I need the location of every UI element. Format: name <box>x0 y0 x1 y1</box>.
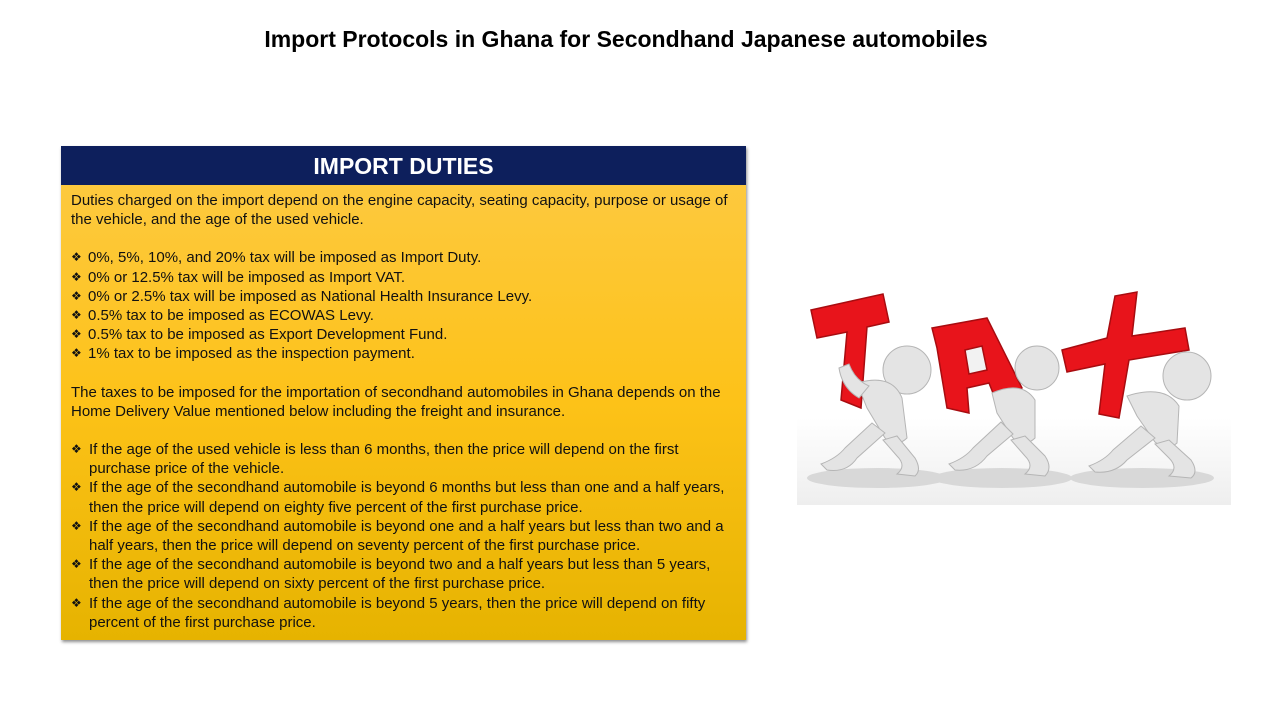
tax-figures-image <box>807 291 1214 488</box>
tax-illustration <box>797 288 1231 505</box>
intro-text: Duties charged on the import depend on t… <box>71 192 728 229</box>
panel-body: Duties charged on the import depend on t… <box>61 185 746 640</box>
diamond-bullet-icon: ❖ <box>71 269 82 284</box>
diamond-bullet-icon: ❖ <box>71 518 82 533</box>
list-item: ❖ If the age of the secondhand automobile… <box>71 594 706 631</box>
diamond-bullet-icon: ❖ <box>71 557 82 572</box>
letter-a-shape <box>931 317 1023 414</box>
panel-header: IMPORT DUTIES <box>61 146 746 185</box>
page-title: Import Protocols in Ghana for Secondhand… <box>264 26 988 52</box>
list-item: ❖ 0% or 12.5% tax will be imposed as Impo… <box>71 268 406 286</box>
list-item: ❖ 0.5% tax to be imposed as Export Develo… <box>71 326 448 344</box>
diamond-bullet-icon: ❖ <box>71 595 82 610</box>
list-item: ❖ If the age of the secondhand automobile… <box>71 479 725 516</box>
list-item: ❖ 1% tax to be imposed as the inspection … <box>71 345 415 363</box>
import-duties-panel: IMPORT DUTIES Duties charged on the impo… <box>61 146 746 640</box>
tax-list: ❖ 0%, 5%, 10%, and 20% tax will be impose… <box>71 248 738 363</box>
age-rules-list: ❖ If the age of the used vehicle is less … <box>71 440 738 632</box>
diamond-bullet-icon: ❖ <box>71 480 82 495</box>
list-item: ❖ If the age of the used vehicle is less … <box>71 441 679 478</box>
diamond-bullet-icon: ❖ <box>71 288 82 303</box>
diamond-bullet-icon: ❖ <box>71 308 82 323</box>
diamond-bullet-icon: ❖ <box>71 442 82 457</box>
list-item: ❖ 0% or 2.5% tax will be imposed as Natio… <box>71 287 533 305</box>
delivery-note: The taxes to be imposed for the importat… <box>71 383 721 420</box>
diamond-bullet-icon: ❖ <box>71 250 82 265</box>
diamond-bullet-icon: ❖ <box>71 346 82 361</box>
list-item: ❖ If the age of the secondhand automobile… <box>71 517 724 555</box>
figure-2 <box>948 345 1060 477</box>
list-item: ❖ 0.5% tax to be imposed as ECOWAS Levy. <box>71 307 374 325</box>
letter-x-shape <box>1061 291 1190 419</box>
figure-1 <box>820 345 932 477</box>
figure-3 <box>1088 351 1212 479</box>
letter-t-shape <box>810 293 890 410</box>
list-item: ❖ If the age of the secondhand automobile… <box>71 556 711 593</box>
diamond-bullet-icon: ❖ <box>71 327 82 342</box>
list-item: ❖ 0%, 5%, 10%, and 20% tax will be impose… <box>71 249 482 267</box>
